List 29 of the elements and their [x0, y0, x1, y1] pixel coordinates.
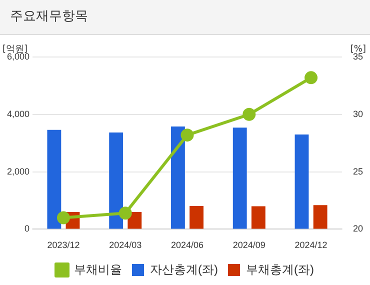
x-tick-label: 2024/12: [294, 240, 328, 250]
bar: [251, 206, 266, 229]
y-tick-label: 0: [24, 224, 30, 234]
y2-tick-label: 20: [352, 224, 364, 234]
x-tick-label: 2023/12: [47, 240, 80, 250]
bar: [109, 132, 124, 229]
bar: [232, 128, 247, 229]
y-axis-title: [억원]: [2, 44, 28, 54]
point: [180, 128, 194, 142]
point: [118, 206, 132, 220]
legend-label: 부채비율: [74, 262, 122, 276]
bar: [294, 134, 309, 229]
y2-tick-label: 30: [352, 108, 364, 119]
bar: [47, 130, 62, 229]
point: [56, 211, 70, 224]
x-tick-label: 2024/03: [109, 240, 142, 250]
bar: [171, 126, 185, 229]
y2-tick-label: 25: [352, 166, 364, 176]
bar: [190, 206, 204, 229]
point: [304, 71, 318, 84]
bar: [313, 205, 328, 229]
y-tick-label: 2,000: [6, 166, 30, 176]
chart-title: 주요재무항목: [0, 0, 370, 35]
x-tick-label: 2024/06: [170, 240, 204, 250]
point: [242, 108, 256, 121]
x-tick-label: 2024/09: [232, 240, 266, 250]
y-tick-label: 4,000: [6, 108, 30, 119]
legend-label: 부채총계(좌): [246, 262, 314, 276]
legend-label: 자산총계(좌): [150, 262, 218, 276]
